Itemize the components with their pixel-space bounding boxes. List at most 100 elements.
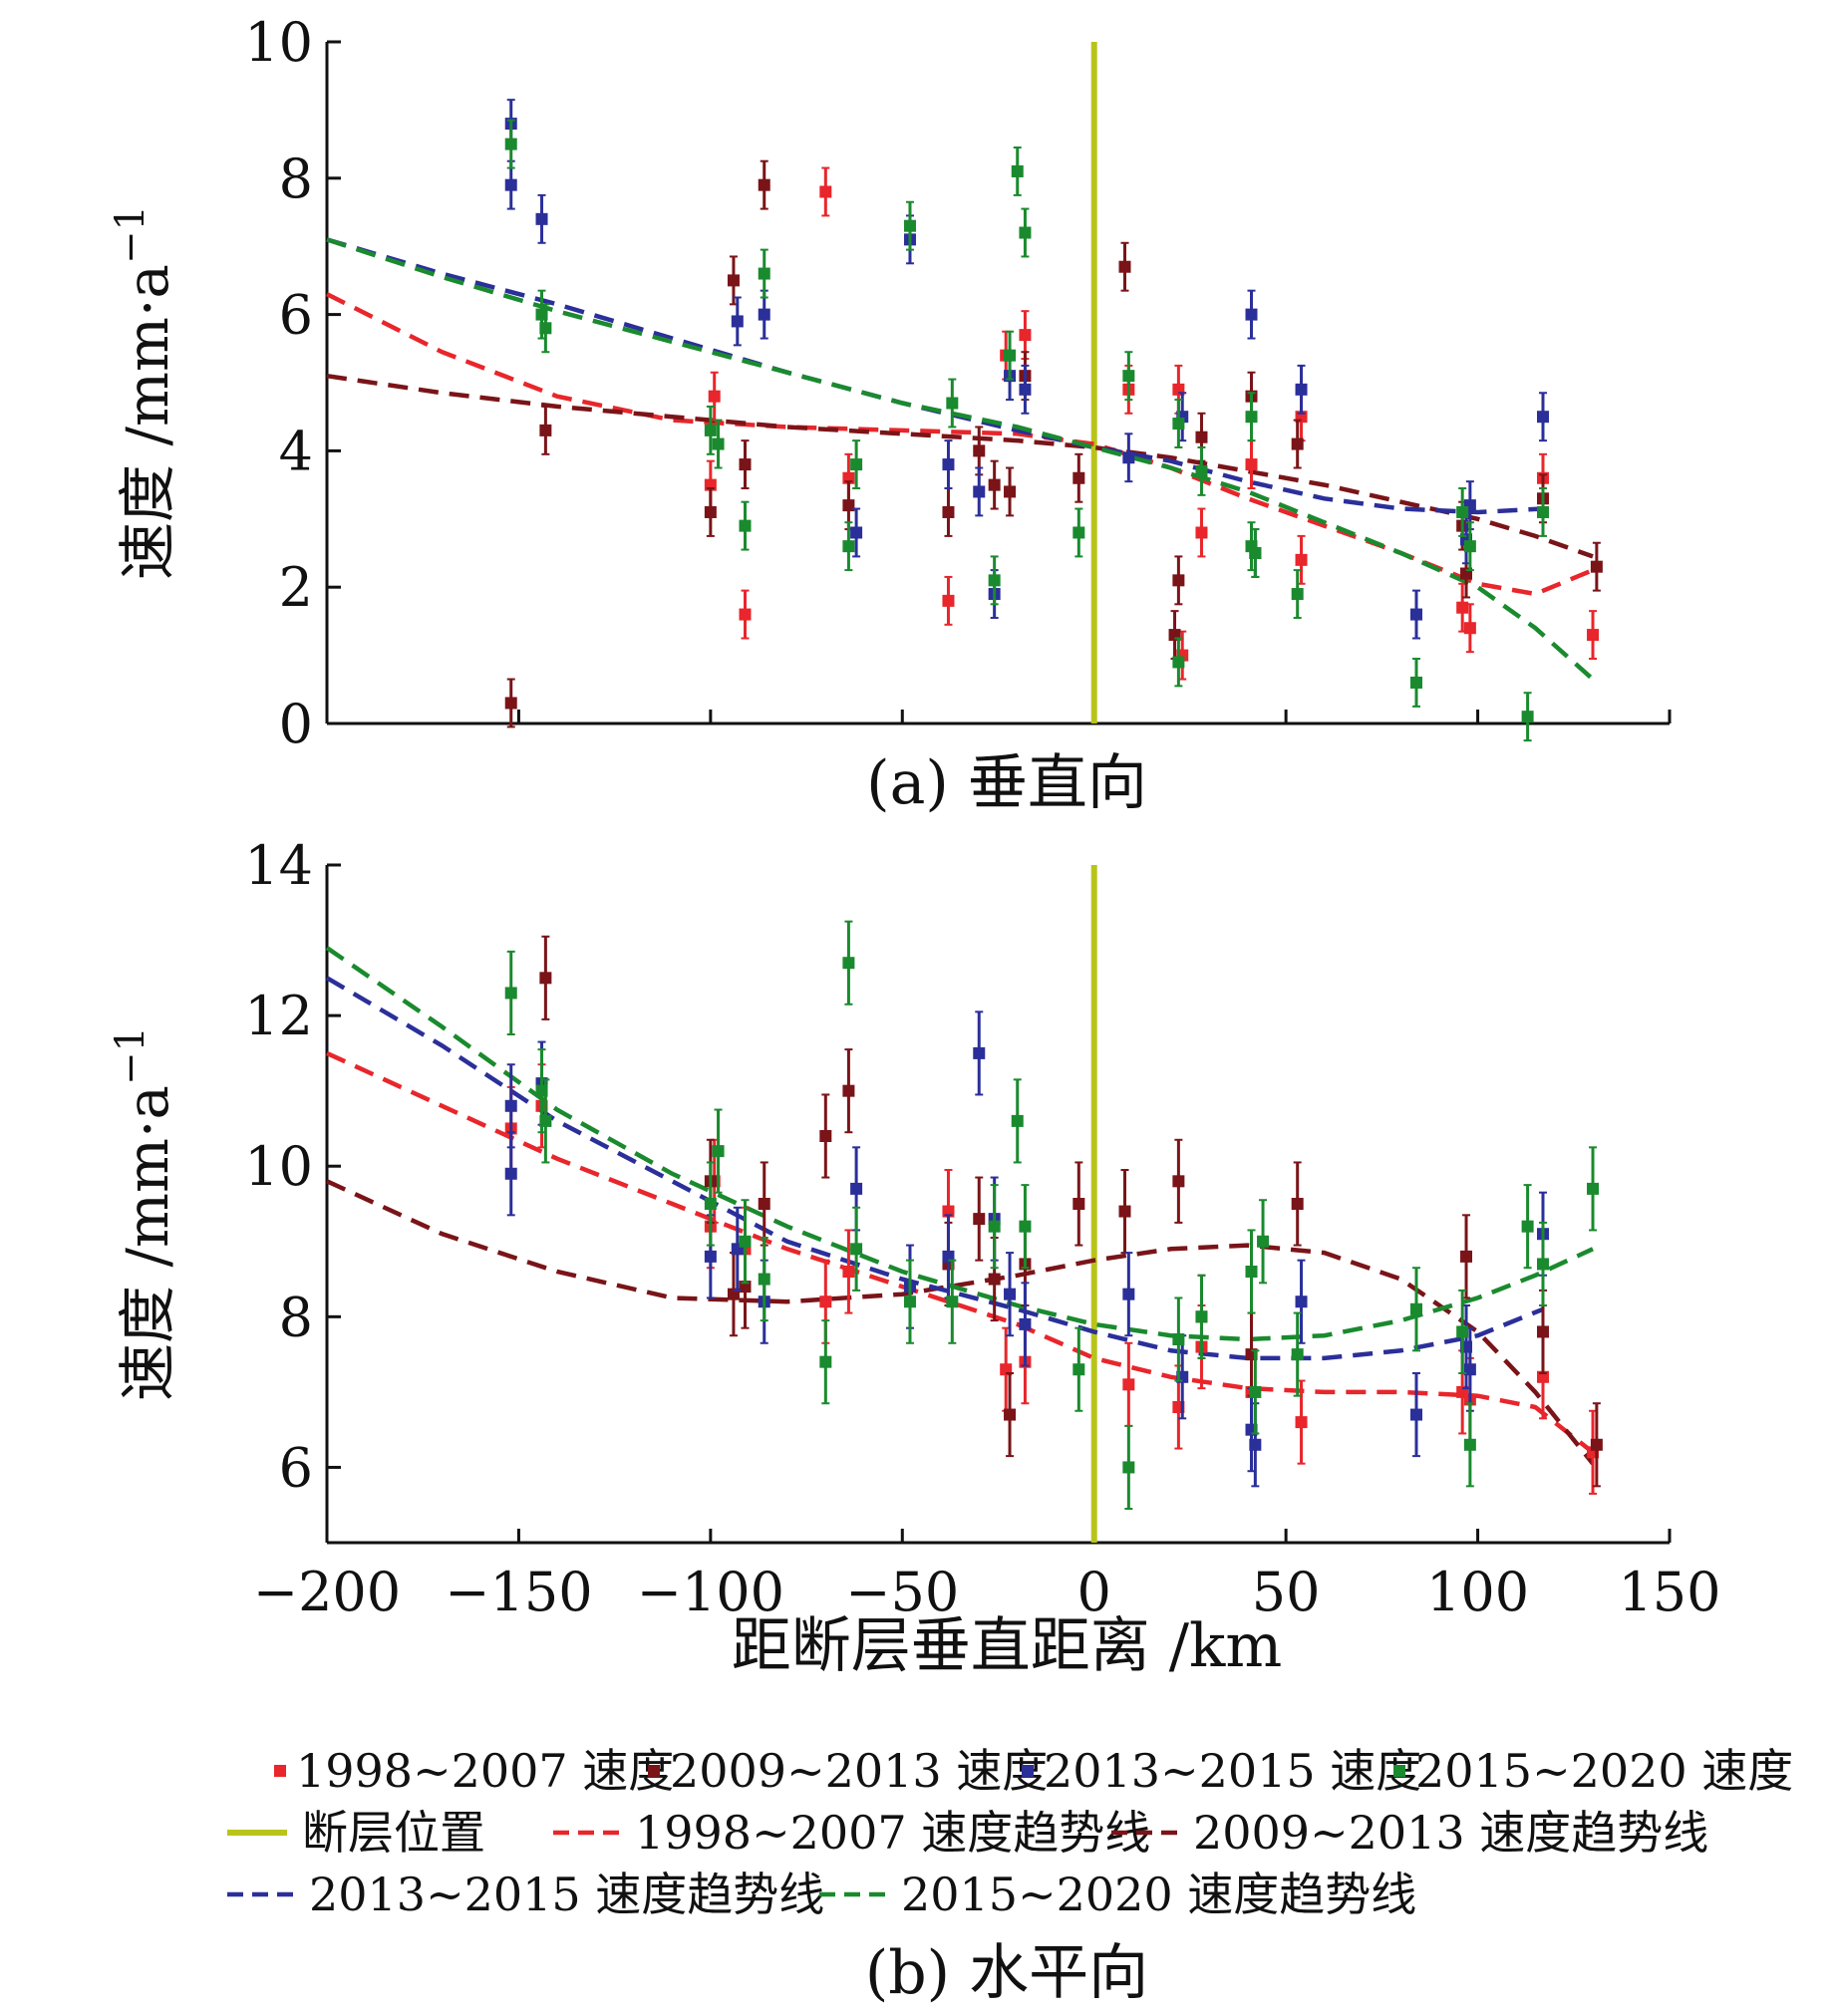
data-point-s2013 bbox=[758, 289, 770, 340]
marker bbox=[1521, 711, 1534, 723]
data-point-s2009 bbox=[1291, 419, 1304, 469]
legend-item-8: 2015~2020 速度趋势线 bbox=[819, 1868, 1416, 1921]
marker bbox=[988, 1220, 1001, 1233]
data-point-s2015 bbox=[1463, 1402, 1476, 1488]
marker bbox=[942, 594, 955, 607]
marker bbox=[842, 1266, 855, 1278]
marker bbox=[1072, 1363, 1085, 1376]
data-point-s2013 bbox=[1019, 364, 1032, 415]
marker bbox=[1295, 1416, 1308, 1429]
marker bbox=[1004, 1288, 1017, 1300]
trend-line-s2015 bbox=[326, 237, 1595, 682]
x-tick-label: 0 bbox=[1077, 1561, 1111, 1623]
legend-item-5: 1998~2007 速度趋势线 bbox=[553, 1806, 1150, 1860]
data-point-s2013 bbox=[1409, 589, 1422, 640]
data-point-s2015 bbox=[1122, 351, 1135, 402]
marker bbox=[850, 1243, 863, 1256]
marker bbox=[1295, 383, 1308, 396]
data-point-s2009 bbox=[1460, 1214, 1473, 1299]
marker bbox=[1291, 588, 1304, 601]
x-tick-label: −150 bbox=[445, 1561, 592, 1623]
marker bbox=[842, 499, 855, 512]
y-tick-label: 8 bbox=[279, 1286, 313, 1348]
marker bbox=[1019, 226, 1032, 239]
data-point-s2015 bbox=[1463, 521, 1476, 572]
data-point-s2013 bbox=[850, 507, 863, 558]
marker bbox=[842, 957, 855, 970]
marker bbox=[903, 219, 916, 232]
data-point-s2015 bbox=[1521, 692, 1534, 742]
data-point-s2009 bbox=[1072, 1161, 1085, 1247]
marker bbox=[1463, 1438, 1476, 1451]
data-point-s1998 bbox=[842, 1229, 855, 1314]
data-point-s2015 bbox=[1011, 146, 1024, 196]
data-point-s2015 bbox=[988, 555, 1001, 606]
data-point-s2009 bbox=[842, 1048, 855, 1134]
data-point-s2015 bbox=[1122, 1424, 1135, 1510]
marker bbox=[1463, 1363, 1476, 1376]
data-point-s2015 bbox=[1456, 487, 1469, 537]
marker bbox=[708, 390, 721, 403]
data-point-s2015 bbox=[1004, 330, 1017, 381]
marker bbox=[1011, 164, 1024, 177]
marker bbox=[1295, 553, 1308, 566]
marker bbox=[842, 1084, 855, 1097]
data-point-s2015 bbox=[758, 1237, 770, 1322]
marker bbox=[1004, 1408, 1017, 1421]
data-point-s2013 bbox=[1019, 1282, 1032, 1367]
marker bbox=[1460, 1250, 1473, 1263]
marker bbox=[1019, 383, 1032, 396]
data-point-s2009 bbox=[1590, 541, 1603, 592]
x-axis-label: 距断层垂直距离 /km bbox=[732, 1611, 1283, 1681]
data-point-s2009 bbox=[704, 487, 717, 537]
data-point-s2015 bbox=[1456, 1289, 1469, 1374]
data-point-s2009 bbox=[1590, 1402, 1603, 1488]
legend-item-1: 2009~2013 速度 bbox=[648, 1744, 1048, 1798]
marker bbox=[704, 1250, 717, 1263]
x-tick-label: −50 bbox=[845, 1561, 959, 1623]
data-point-s2015 bbox=[842, 521, 855, 572]
marker bbox=[973, 444, 986, 457]
data-point-s2015 bbox=[504, 950, 517, 1035]
data-point-s2015 bbox=[903, 200, 916, 251]
data-point-s2015 bbox=[1011, 1078, 1024, 1164]
data-point-s2015 bbox=[1172, 1296, 1185, 1382]
marker bbox=[1409, 1302, 1422, 1315]
data-point-s2015 bbox=[1172, 399, 1185, 448]
marker bbox=[704, 1198, 717, 1210]
y-tick-label: 8 bbox=[279, 147, 313, 210]
marker bbox=[1587, 629, 1600, 642]
y-tick-label: 6 bbox=[279, 1436, 313, 1499]
marker bbox=[1245, 308, 1258, 321]
marker bbox=[1195, 464, 1208, 477]
legend-marker-s2013 bbox=[1022, 1765, 1034, 1777]
data-point-s2009 bbox=[758, 1161, 770, 1247]
marker bbox=[712, 1145, 725, 1158]
data-point-s2013 bbox=[1536, 392, 1549, 442]
y-tick-label: 6 bbox=[279, 284, 313, 347]
marker bbox=[946, 397, 959, 410]
data-point-s2015 bbox=[1409, 1267, 1422, 1352]
marker bbox=[819, 1296, 832, 1308]
marker bbox=[712, 437, 725, 450]
marker bbox=[1536, 505, 1549, 518]
marker bbox=[739, 519, 752, 532]
data-point-s2009 bbox=[973, 1176, 986, 1262]
legend-label: 2013~2015 速度趋势线 bbox=[309, 1868, 824, 1921]
legend-item-0: 1998~2007 速度 bbox=[274, 1744, 674, 1798]
legend-label: 2013~2015 速度 bbox=[1044, 1744, 1421, 1798]
data-point-s2015 bbox=[1291, 1311, 1304, 1397]
marker bbox=[739, 608, 752, 621]
data-point-s2015 bbox=[739, 1199, 752, 1285]
legend-label: 1998~2007 速度 bbox=[296, 1744, 674, 1798]
y-axis-label-exponent: −1 bbox=[108, 205, 153, 264]
data-point-s2013 bbox=[973, 466, 986, 517]
marker bbox=[1587, 1182, 1600, 1195]
data-point-s2015 bbox=[1409, 658, 1422, 708]
marker bbox=[1536, 1258, 1549, 1271]
legend-marker-s2009 bbox=[648, 1765, 660, 1777]
data-point-s2015 bbox=[819, 1319, 832, 1405]
data-point-s2009 bbox=[1118, 1169, 1131, 1255]
marker bbox=[758, 178, 770, 191]
